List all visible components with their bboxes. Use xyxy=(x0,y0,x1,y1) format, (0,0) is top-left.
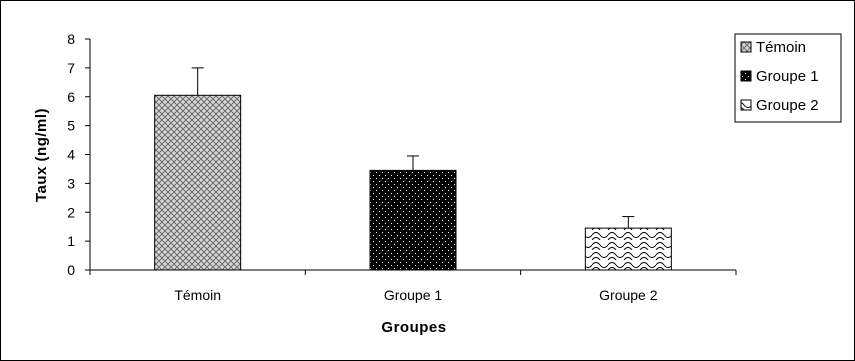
y-tick-label: 4 xyxy=(67,147,75,163)
x-tick-label: Témoin xyxy=(174,287,221,303)
y-axis-title: Taux (ng/ml) xyxy=(33,108,50,202)
y-tick-label: 8 xyxy=(67,31,75,47)
bars xyxy=(154,94,672,271)
legend: Témoin Groupe 1 Groupe 2 xyxy=(734,33,842,123)
legend-box xyxy=(734,33,842,123)
bar xyxy=(584,227,672,271)
x-axis: Témoin Groupe 1 Groupe 2 xyxy=(89,269,737,303)
y-axis: 0 1 2 3 4 5 6 7 8 xyxy=(67,31,91,278)
y-tick-label: 6 xyxy=(67,89,75,105)
legend-swatch xyxy=(740,70,752,82)
legend-swatch xyxy=(740,41,752,53)
legend-swatch xyxy=(740,99,752,111)
x-axis-title: Groupes xyxy=(381,319,446,336)
y-tick-label: 2 xyxy=(67,204,75,220)
bar xyxy=(154,94,242,271)
legend-label: Témoin xyxy=(756,39,806,56)
error-bars xyxy=(191,67,635,229)
legend-label: Groupe 1 xyxy=(756,68,819,85)
x-tick-label: Groupe 2 xyxy=(599,287,658,303)
y-tick-label: 0 xyxy=(67,262,75,278)
y-tick-label: 3 xyxy=(67,175,75,191)
y-tick-label: 1 xyxy=(67,233,75,249)
bar xyxy=(369,169,457,271)
legend-label: Groupe 2 xyxy=(756,97,819,114)
x-tick-label: Groupe 1 xyxy=(384,287,443,303)
y-tick-label: 5 xyxy=(67,118,75,134)
y-tick-label: 7 xyxy=(67,60,75,76)
